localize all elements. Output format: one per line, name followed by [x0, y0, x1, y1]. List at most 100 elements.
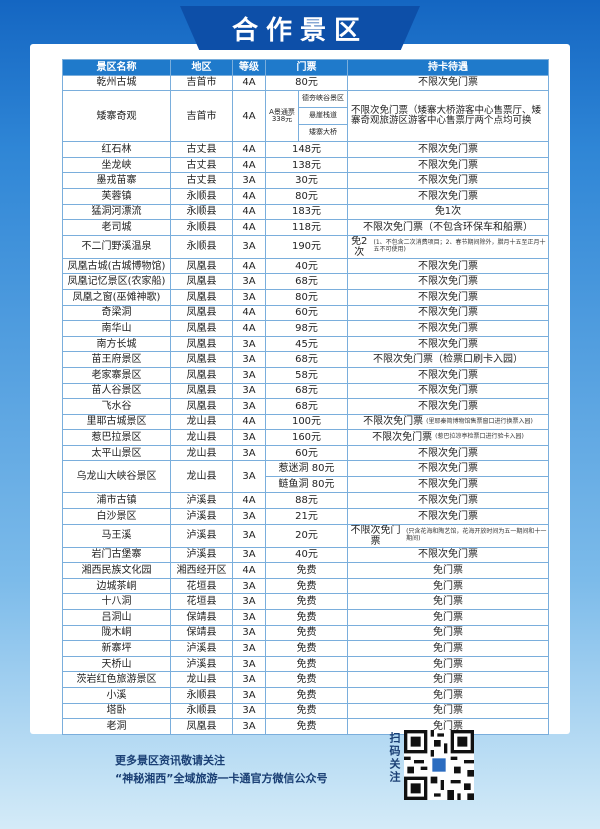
pass-site: 矮寨大桥 — [299, 124, 347, 141]
ticket-cell: 免费 — [265, 593, 348, 611]
table-row: 芙蓉镇 永顺县 4A 80元 不限次免门票 — [62, 187, 549, 205]
name-cell: 吕洞山 — [62, 609, 171, 626]
table-row: 不二门野溪温泉 永顺县 3A 190元 免2次 (1、不包含二次消费项目；2、春节期间除外… — [62, 234, 549, 259]
level-cell: 3A — [232, 172, 266, 189]
level-cell: 4A — [232, 304, 266, 322]
ticket-pass: A景通票338元 德夯峡谷景区 悬崖栈道 矮寨大桥 — [267, 91, 347, 141]
name-cell: 乌龙山大峡谷景区 — [62, 460, 171, 494]
benefit-note: (只含花海和陶艺馆，花海开放时间为五一期间和十一期间) — [406, 528, 547, 542]
ticket-cell: 20元 — [265, 523, 348, 548]
level-cell: 3A — [232, 460, 266, 494]
ticket-cell: 40元 — [265, 546, 348, 564]
benefit-cell: 不限次免门票 — [347, 187, 549, 205]
benefit-text: 免2次 — [351, 235, 368, 258]
level-cell: 3A — [232, 523, 266, 548]
benefit-cell: 免门票 — [347, 609, 549, 626]
region-cell: 泸溪县 — [170, 640, 233, 657]
region-cell: 古丈县 — [170, 156, 233, 174]
benefit-cell: 免门票 — [347, 702, 549, 720]
level-cell: 4A — [232, 413, 266, 431]
level-cell: 4A — [232, 320, 266, 337]
level-cell: 3A — [232, 624, 266, 642]
level-cell: 3A — [232, 382, 266, 400]
ticket-cell: 免费 — [265, 718, 348, 735]
benefit-cell: 不限次免门票 — [347, 273, 549, 290]
ticket-cell: 68元 — [265, 382, 348, 400]
name-cell: 乾州古城 — [62, 74, 171, 92]
table-body: 乾州古城 吉首市 4A 80元 不限次免门票 矮寨奇观 吉首市 4A A景通票338元 德夯峡谷景… — [62, 74, 549, 735]
level-cell: 3A — [232, 640, 266, 657]
level-cell: 4A — [232, 257, 266, 275]
region-cell: 龙山县 — [170, 413, 233, 431]
benefit-cell: 不限次免门票 — [347, 508, 549, 525]
region-cell: 凤凰县 — [170, 335, 233, 353]
benefit-cell: 不限次免门票 (只含花海和陶艺馆，花海开放时间为五一期间和十一期间) — [347, 523, 549, 548]
benefit-cell: 不限次免门票 — [347, 546, 549, 564]
ticket-cell: 80元 — [265, 74, 348, 92]
benefit-cell: 不限次免门票 — [347, 304, 549, 322]
benefit-item: 不限次免门票 — [348, 476, 548, 492]
region-cell: 湘西经开区 — [170, 562, 233, 579]
region-cell: 凤凰县 — [170, 304, 233, 322]
level-cell: 3A — [232, 609, 266, 626]
ticket-cell: 183元 — [265, 203, 348, 221]
table-row: 茨岩红色旅游景区 龙山县 3A 免费 免门票 — [62, 671, 549, 688]
name-cell: 浦市古镇 — [62, 492, 171, 510]
table: 景区名称 地区 等级 门票 持卡待遇 乾州古城 吉首市 4A 80元 不限次免门票 矮寨奇观 吉首市… — [62, 59, 549, 735]
ticket-cell: 160元 — [265, 429, 348, 446]
benefit-cell: 免1次 — [347, 203, 549, 221]
level-cell: 3A — [232, 577, 266, 595]
region-cell: 泸溪县 — [170, 492, 233, 510]
region-cell: 吉首市 — [170, 74, 233, 92]
name-cell: 红石林 — [62, 141, 171, 158]
table-row: 吕洞山 保靖县 3A 免费 免门票 — [62, 609, 549, 626]
footer-line: 更多景区资讯敬请关注 — [115, 754, 225, 767]
name-cell: 猛洞河漂流 — [62, 203, 171, 221]
region-cell: 泸溪县 — [170, 655, 233, 673]
ticket-cell: 190元 — [265, 234, 348, 259]
region-cell: 花垣县 — [170, 593, 233, 611]
ticket-cell: 免费 — [265, 640, 348, 657]
ticket-item: 鲢鱼洞 80元 — [266, 476, 347, 492]
table-row: 奇梁洞 凤凰县 4A 60元 不限次免门票 — [62, 304, 549, 322]
region-cell: 凤凰县 — [170, 398, 233, 415]
table-row: 乌龙山大峡谷景区 龙山县 3A 惹迷洞 80元 鲢鱼洞 80元 不限次免门票 不限次免门票 — [62, 460, 549, 494]
ticket-cell: 30元 — [265, 172, 348, 189]
benefit-cell: 不限次免门票（矮寨大桥游客中心售票厅、矮寨奇观旅游区游客中心售票厅两个点均可换 — [347, 90, 549, 143]
ticket-cell: 68元 — [265, 351, 348, 368]
benefit-cell: 免门票 — [347, 624, 549, 642]
region-cell: 龙山县 — [170, 460, 233, 494]
region-cell: 龙山县 — [170, 444, 233, 462]
name-cell: 岩门古堡寨 — [62, 546, 171, 564]
region-cell: 凤凰县 — [170, 366, 233, 384]
level-cell: 4A — [232, 74, 266, 92]
table-row: 太平山景区 龙山县 3A 60元 不限次免门票 — [62, 444, 549, 462]
table-row: 惹巴拉景区 龙山县 3A 160元 不限次免门票 (惹巴拉凉亭检票口进行验卡入园) — [62, 429, 549, 446]
benefit-cell: 不限次免门票 — [347, 257, 549, 275]
table-row: 老家寨景区 凤凰县 3A 58元 不限次免门票 — [62, 366, 549, 384]
level-cell: 3A — [232, 508, 266, 525]
table-row: 墨戎苗寨 古丈县 3A 30元 不限次免门票 — [62, 172, 549, 189]
table-row: 坐龙峡 古丈县 4A 138元 不限次免门票 — [62, 156, 549, 174]
level-cell: 3A — [232, 687, 266, 704]
qr-caption: 扫码关注 — [388, 732, 401, 784]
region-cell: 凤凰县 — [170, 718, 233, 735]
ticket-cell: 58元 — [265, 366, 348, 384]
ticket-cell: 138元 — [265, 156, 348, 174]
name-cell: 惹巴拉景区 — [62, 429, 171, 446]
ticket-cell: 21元 — [265, 508, 348, 525]
name-cell: 新寨坪 — [62, 640, 171, 657]
ticket-cell: 45元 — [265, 335, 348, 353]
ticket-cell: 惹迷洞 80元 鲢鱼洞 80元 — [265, 460, 348, 494]
level-cell: 4A — [232, 156, 266, 174]
ticket-cell: 免费 — [265, 624, 348, 642]
table-row: 新寨坪 泸溪县 3A 免费 免门票 — [62, 640, 549, 657]
benefit-cell: 不限次免门票 — [347, 366, 549, 384]
name-cell: 太平山景区 — [62, 444, 171, 462]
benefit-cell: 免2次 (1、不包含二次消费项目；2、春节期间除外，腊月十五至正月十五不可使用) — [347, 234, 549, 259]
benefit-cell: 免门票 — [347, 640, 549, 657]
qr-code — [404, 730, 474, 800]
table-row: 凤凰古城(古城博物馆) 凤凰县 4A 40元 不限次免门票 — [62, 257, 549, 275]
ticket-cell: 60元 — [265, 444, 348, 462]
